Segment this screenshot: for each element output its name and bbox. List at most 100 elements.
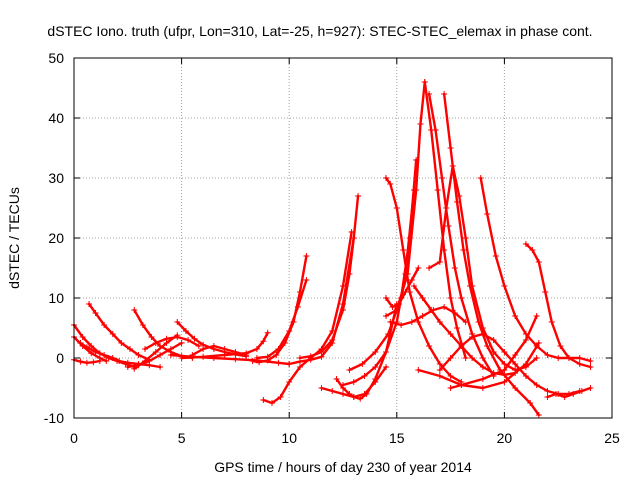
y-axis-label: dSTEC / TECUs [6, 187, 22, 289]
data-point [174, 319, 181, 325]
series-arc-31 [441, 91, 542, 418]
data-point [417, 121, 424, 127]
data-point [109, 331, 116, 337]
data-point [340, 391, 346, 397]
data-point [350, 235, 357, 241]
data-point [522, 241, 529, 247]
data-point [544, 388, 551, 394]
data-point [441, 91, 448, 97]
data-point [350, 394, 357, 400]
data-point [253, 346, 260, 352]
y-tick-label: 50 [48, 50, 64, 66]
data-point [533, 382, 540, 388]
data-point [286, 379, 293, 385]
data-point [436, 319, 443, 325]
series-arc-21 [340, 187, 418, 388]
data-point [210, 343, 217, 349]
data-point [318, 385, 325, 391]
data-point [329, 388, 336, 394]
data-point [200, 346, 207, 352]
data-point [419, 295, 426, 301]
data-point [340, 382, 346, 388]
data-point [167, 352, 174, 358]
data-point [512, 313, 519, 319]
data-point [77, 358, 84, 365]
data-point [118, 340, 125, 346]
data-point [415, 319, 422, 325]
x-tick-label: 5 [178, 430, 186, 446]
data-point [542, 289, 549, 295]
data-point [286, 361, 293, 367]
data-point [561, 394, 568, 400]
data-point [124, 364, 131, 370]
series-arc-09 [142, 334, 202, 352]
data-point [477, 175, 484, 181]
data-point [462, 355, 469, 361]
data-point [90, 359, 97, 366]
data-point [447, 373, 454, 379]
data-point [436, 367, 443, 373]
data-point [96, 358, 103, 364]
data-point [131, 365, 138, 372]
series-line [79, 341, 162, 369]
data-point [458, 295, 465, 301]
data-point [411, 283, 418, 289]
data-point [419, 313, 426, 319]
data-point [432, 127, 439, 133]
data-point [296, 364, 303, 370]
data-point [501, 283, 508, 289]
series-arc-36 [522, 241, 594, 370]
data-point [428, 307, 435, 313]
data-point [268, 400, 275, 406]
data-point [469, 334, 476, 340]
y-tick-label: -10 [44, 410, 64, 426]
data-point [436, 373, 443, 379]
data-point [426, 343, 433, 349]
data-point [544, 394, 551, 400]
data-point [398, 322, 405, 328]
data-point [512, 361, 519, 367]
data-point [260, 338, 267, 345]
data-point [359, 361, 366, 367]
data-point [357, 395, 364, 402]
data-point [408, 319, 415, 325]
data-point [535, 412, 542, 418]
data-point [557, 343, 564, 349]
data-point [484, 343, 491, 349]
data-point [329, 337, 336, 343]
series-layer [71, 79, 594, 418]
data-point [479, 355, 486, 361]
data-point [490, 337, 497, 343]
series-arc-26 [383, 175, 465, 385]
data-point [142, 346, 149, 352]
data-point [576, 355, 583, 361]
data-point [185, 337, 192, 343]
series-line [133, 308, 194, 360]
data-point [512, 385, 519, 391]
data-point [372, 379, 379, 385]
data-point [385, 331, 392, 337]
data-point [92, 310, 99, 316]
data-point [400, 247, 407, 253]
data-point [454, 199, 461, 205]
data-point [445, 223, 452, 229]
series-line [412, 284, 517, 376]
data-point [522, 337, 529, 343]
data-point [221, 346, 228, 352]
data-point [415, 367, 422, 373]
data-point [447, 355, 454, 361]
data-point [522, 361, 529, 367]
data-point [383, 364, 390, 370]
data-point [275, 359, 282, 366]
series-arc-37 [544, 385, 594, 400]
data-point [163, 335, 170, 342]
series-arc-27 [421, 79, 469, 361]
data-point [253, 355, 260, 361]
series-line [143, 335, 201, 351]
series-line [169, 353, 291, 366]
data-point [458, 343, 465, 349]
data-point [200, 353, 207, 360]
y-tick-label: 10 [48, 290, 64, 306]
data-point [383, 295, 390, 301]
data-point [512, 352, 519, 358]
